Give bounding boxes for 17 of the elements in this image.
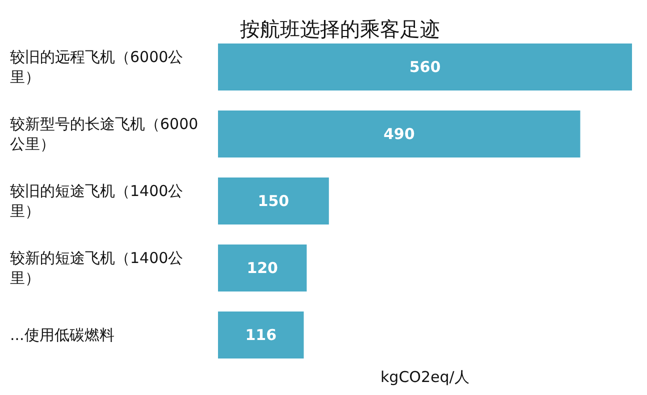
y-tick-label: 较旧的短途飞机（1400公里） xyxy=(10,181,184,221)
y-tick-label: 较新的短途飞机（1400公里） xyxy=(10,248,184,288)
bar xyxy=(218,312,304,358)
y-tick-label: 较旧的远程飞机（6000公里） xyxy=(10,47,184,87)
data-label: 490 xyxy=(383,125,415,143)
bar xyxy=(218,178,329,224)
x-axis-title: kgCO2eq/人 xyxy=(380,368,470,387)
chart-title: 按航班选择的乘客足迹 xyxy=(239,16,441,43)
bar xyxy=(218,110,580,158)
data-label: 150 xyxy=(258,192,290,210)
data-label: 116 xyxy=(245,326,277,344)
data-label: 120 xyxy=(246,259,278,277)
bar xyxy=(218,44,632,90)
y-tick-label: 较新型号的长途飞机（6000公里） xyxy=(10,114,200,154)
y-tick-label: ...使用低碳燃料 xyxy=(10,325,116,345)
bar xyxy=(218,244,307,292)
data-label: 560 xyxy=(409,58,441,76)
